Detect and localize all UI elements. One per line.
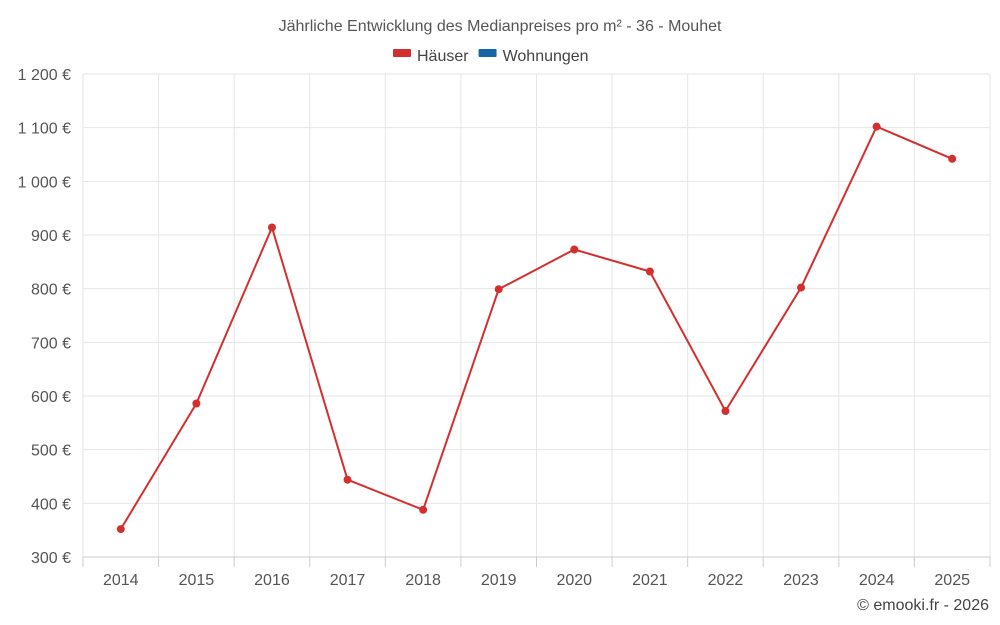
data-point bbox=[116, 525, 125, 534]
y-tick-label: 300 € bbox=[31, 550, 71, 567]
x-tick-label: 2021 bbox=[632, 572, 668, 589]
legend-label: Häuser bbox=[417, 48, 469, 65]
x-tick-label: 2020 bbox=[556, 572, 592, 589]
legend-label: Wohnungen bbox=[503, 48, 589, 65]
data-point bbox=[948, 154, 957, 163]
credit-text: © emooki.fr - 2026 bbox=[857, 597, 989, 614]
y-tick-label: 400 € bbox=[31, 496, 71, 513]
legend-swatch bbox=[393, 49, 411, 57]
y-tick-label: 1 000 € bbox=[18, 174, 71, 191]
x-tick-label: 2025 bbox=[934, 572, 970, 589]
y-tick-label: 900 € bbox=[31, 228, 71, 245]
legend-item[interactable]: Häuser bbox=[393, 48, 469, 65]
y-axis: 300 € 400 € 500 € 600 € 700 € 800 € 900 € 1 000… bbox=[18, 67, 71, 567]
x-axis: 2014 2015 2016 2017 2018 2019 2020 2021 2022 2023… bbox=[82, 556, 991, 589]
x-tick-label: 2017 bbox=[330, 572, 366, 589]
data-point bbox=[494, 285, 503, 294]
data-point bbox=[872, 122, 881, 131]
x-tick-label: 2019 bbox=[481, 572, 517, 589]
x-tick-label: 2016 bbox=[254, 572, 290, 589]
data-point bbox=[797, 283, 806, 292]
y-tick-label: 1 100 € bbox=[18, 121, 71, 138]
data-point bbox=[343, 475, 352, 484]
x-tick-label: 2015 bbox=[179, 572, 215, 589]
data-point bbox=[570, 245, 579, 254]
data-point bbox=[645, 267, 654, 276]
data-point bbox=[192, 399, 201, 408]
legend-item[interactable]: Wohnungen bbox=[478, 48, 589, 65]
y-tick-label: 1 200 € bbox=[18, 67, 71, 84]
y-tick-label: 700 € bbox=[31, 335, 71, 352]
x-tick-label: 2024 bbox=[859, 572, 895, 589]
series-line-0 bbox=[119, 125, 953, 530]
x-tick-label: 2023 bbox=[783, 572, 819, 589]
series-layer bbox=[116, 122, 957, 534]
data-point bbox=[721, 407, 730, 416]
chart-title: Jährliche Entwicklung des Medianpreises … bbox=[279, 18, 722, 35]
legend: Häuser Wohnungen bbox=[393, 48, 589, 65]
gridlines bbox=[82, 73, 991, 558]
data-point bbox=[419, 505, 428, 514]
y-tick-label: 500 € bbox=[31, 443, 71, 460]
x-tick-label: 2022 bbox=[708, 572, 744, 589]
legend-swatch bbox=[478, 49, 497, 57]
y-tick-label: 800 € bbox=[31, 282, 71, 299]
data-point bbox=[267, 223, 276, 232]
x-tick-label: 2014 bbox=[103, 572, 139, 589]
x-tick-label: 2018 bbox=[405, 572, 441, 589]
y-tick-label: 600 € bbox=[31, 389, 71, 406]
